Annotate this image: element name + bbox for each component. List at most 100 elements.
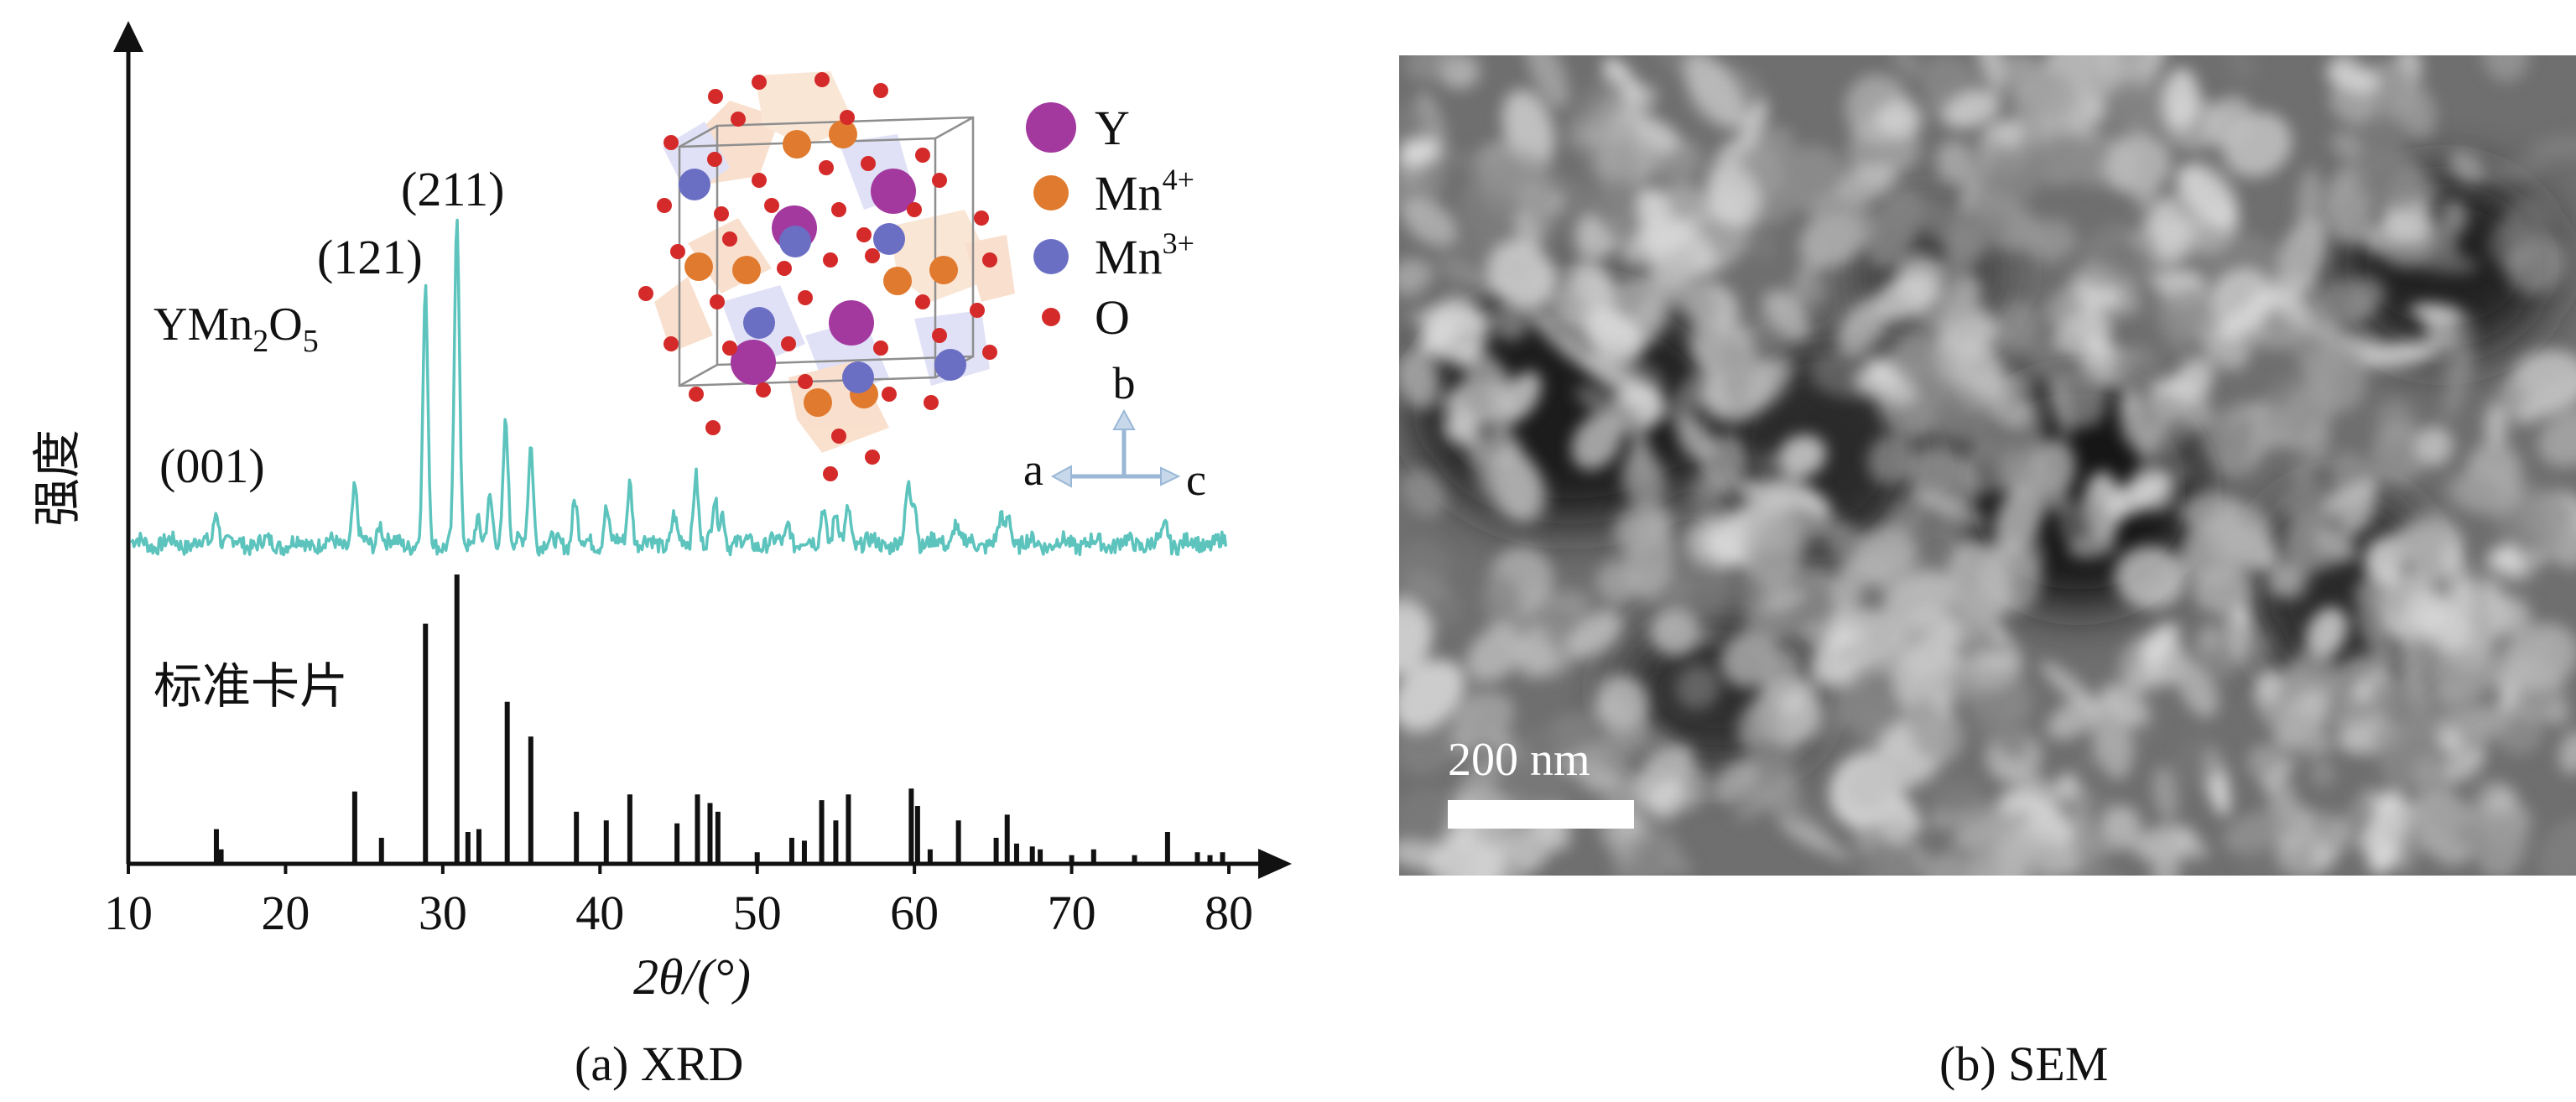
sem-grain [2100,683,2149,726]
sem-grain [1738,100,1767,151]
oxygen-atom [689,387,704,402]
sem-grain [1841,761,1894,816]
sem-grain [1480,153,1561,221]
sem-grain [1810,190,1874,254]
sem-grain [2409,303,2464,323]
sem-grain [2178,164,2237,229]
sem-grain [2401,508,2452,554]
sem-grain [2070,782,2089,834]
sem-grain [2001,829,2081,872]
legend-marker-Mn4 [1033,175,1069,211]
sem-grain [2359,340,2439,368]
oxygen-atom [823,466,838,481]
sem-grain [1452,691,1515,747]
sem-grain [1491,445,1541,521]
x-axis-arrow [1258,849,1292,879]
oxygen-atom [873,83,888,98]
sem-grain [1423,298,1488,364]
atom-legend: Y Mn4+ Mn3+ O [1026,101,1194,345]
oxygen-atom [882,387,897,402]
y-axis-title: 强度 [29,429,86,527]
legend-label-Y: Y [1095,101,1130,155]
sem-grain [2109,342,2165,394]
oxygen-atom [798,374,813,389]
sem-grain [2056,772,2079,800]
sem-grain [2192,621,2271,674]
sem-grain [2411,634,2450,676]
sem-grain [2275,489,2301,517]
sem-grain [2123,391,2193,457]
sem-grain [2177,661,2219,718]
sem-grain [1501,371,1542,422]
atoms-Mn3 [679,169,966,393]
sem-grain [2102,474,2170,519]
sem-grain [1456,839,1528,876]
oxygen-atom [670,244,685,259]
sem-grain [1832,557,1868,614]
sem-grain [1691,470,1725,510]
sem-grain [1621,216,1694,265]
sem-grain [1737,695,1780,749]
sem-grain [1965,137,2019,195]
sem-grain [2333,55,2355,75]
oxygen-atom [907,202,922,217]
sem-grain [1659,626,1720,647]
oxygen-atom [924,395,939,410]
sem-grain [1399,600,1433,675]
oxygen-atom [798,290,813,305]
sem-grain [2056,326,2094,360]
sem-grain [2105,133,2172,195]
sem-grain [1855,526,1917,581]
sem-grain [1950,810,2032,849]
sem-grain [1762,589,1806,611]
sem-grain [1401,198,1458,247]
sem-grain [1838,296,1890,355]
sem-grain [1625,520,1675,600]
sem-grain [2256,698,2333,755]
sem-grain [1574,386,1646,433]
oxygen-atom [657,198,672,213]
sem-grain [2281,516,2329,580]
sem-grain [1596,176,1652,246]
sem-grain [2225,55,2257,81]
sem-grain [1928,777,1985,815]
sem-grain [2074,221,2157,288]
sem-grain [2147,843,2193,865]
sem-grain [1891,55,1923,78]
sem-grain [2006,55,2051,105]
oxygen-atom [831,202,846,217]
sem-grain [2399,633,2428,713]
x-tick-label: 70 [1048,886,1096,940]
sem-grain [1913,377,1994,441]
sem-grain [1684,55,1746,127]
sem-grain [2527,133,2576,160]
sem-grain [1656,153,1689,192]
sem-grain [2029,217,2075,264]
x-tick-label: 80 [1205,886,1253,940]
x-tick-label: 10 [104,886,153,940]
sem-grain [2141,622,2179,663]
sem-grain [1401,469,1446,517]
legend-marker-Y [1026,102,1076,153]
sem-grain [2335,652,2392,700]
sem-grain [2331,130,2362,162]
peak-label-001: (001) [159,439,265,493]
sem-grain [1621,450,1667,511]
sem-grain [1860,837,1921,876]
sem-grain [1633,743,1694,808]
sem-grain [1399,102,1437,149]
oxygen-atom [707,152,722,167]
sem-grain [1434,236,1494,296]
sem-grain [2442,747,2485,783]
oxygen-atom [756,382,771,398]
legend-marker-Mn3 [1033,239,1069,274]
sem-grain [1706,139,1743,202]
legend-label-Mn4: Mn4+ [1095,163,1194,221]
sem-grain [2367,675,2437,739]
oxygen-atom [840,110,855,125]
sem-grain [2485,786,2516,815]
sem-grain [2310,761,2335,788]
sem-grain [1466,626,1523,683]
reference-card-label: 标准卡片 [154,658,348,715]
y-axis-arrow [113,21,143,52]
